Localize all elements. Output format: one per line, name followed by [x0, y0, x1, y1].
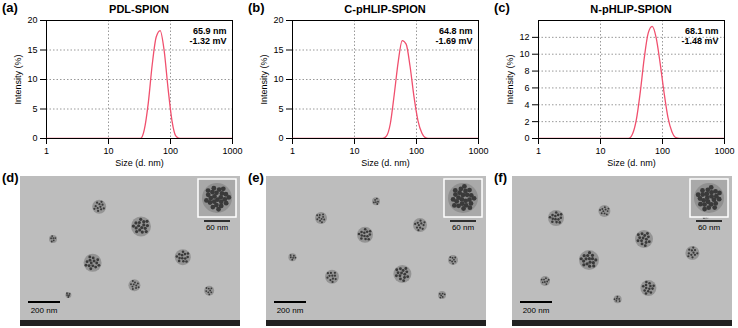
svg-text:10: 10: [27, 74, 37, 84]
html-text:(a): (a): [2, 0, 18, 15]
svg-text:8: 8: [524, 66, 529, 76]
svg-text:100: 100: [409, 146, 424, 156]
svg-text:1: 1: [44, 146, 49, 156]
svg-text:Size (d. nm): Size (d. nm): [607, 158, 656, 168]
html-text:N-pHLIP-SPION: N-pHLIP-SPION: [590, 3, 672, 15]
svg-text:Intensity (%): Intensity (%): [259, 54, 269, 104]
svg-text:68.1 nm-1.48 mV: 68.1 nm-1.48 mV: [681, 26, 718, 46]
svg-text:64.8 nm-1.69 mV: 64.8 nm-1.69 mV: [435, 26, 472, 46]
svg-text:20: 20: [273, 15, 283, 25]
svg-text:0: 0: [524, 133, 529, 143]
svg-text:60 nm: 60 nm: [452, 223, 475, 232]
html-text:PDL-SPION: PDL-SPION: [109, 3, 169, 15]
svg-text:10: 10: [349, 146, 359, 156]
svg-text:1000: 1000: [468, 146, 488, 156]
svg-text:4: 4: [524, 100, 529, 110]
svg-text:1000: 1000: [222, 146, 242, 156]
svg-text:10: 10: [103, 146, 113, 156]
svg-text:5: 5: [278, 104, 283, 114]
svg-text:2: 2: [524, 117, 529, 127]
svg-text:5: 5: [32, 104, 37, 114]
svg-text:10: 10: [519, 49, 529, 59]
svg-text:100: 100: [163, 146, 178, 156]
svg-text:15: 15: [27, 45, 37, 55]
svg-text:1: 1: [536, 146, 541, 156]
svg-text:6: 6: [524, 83, 529, 93]
html-text:(f): (f): [494, 170, 507, 185]
svg-text:65.9 nm-1.32 mV: 65.9 nm-1.32 mV: [189, 26, 226, 46]
svg-text:60 nm: 60 nm: [206, 223, 229, 232]
svg-text:0: 0: [278, 133, 283, 143]
html-text:(c): (c): [494, 0, 510, 15]
svg-text:Intensity (%): Intensity (%): [13, 54, 23, 104]
svg-text:0: 0: [32, 133, 37, 143]
svg-text:200 nm: 200 nm: [523, 306, 550, 315]
svg-text:Intensity (%): Intensity (%): [505, 54, 515, 104]
svg-text:Size (d. nm): Size (d. nm): [115, 158, 164, 168]
svg-text:60 nm: 60 nm: [698, 223, 721, 232]
svg-text:10: 10: [595, 146, 605, 156]
svg-text:1000: 1000: [714, 146, 734, 156]
svg-text:1: 1: [290, 146, 295, 156]
svg-text:10: 10: [273, 74, 283, 84]
svg-text:200 nm: 200 nm: [277, 306, 304, 315]
svg-text:20: 20: [27, 15, 37, 25]
html-text:(e): (e): [248, 170, 264, 185]
svg-text:12: 12: [519, 32, 529, 42]
svg-text:200 nm: 200 nm: [31, 306, 58, 315]
html-text:C-pHLIP-SPION: C-pHLIP-SPION: [344, 3, 426, 15]
svg-text:100: 100: [655, 146, 670, 156]
svg-text:15: 15: [273, 45, 283, 55]
html-text:(b): (b): [248, 0, 265, 15]
svg-text:Size (d. nm): Size (d. nm): [361, 158, 410, 168]
html-text:(d): (d): [2, 170, 19, 185]
